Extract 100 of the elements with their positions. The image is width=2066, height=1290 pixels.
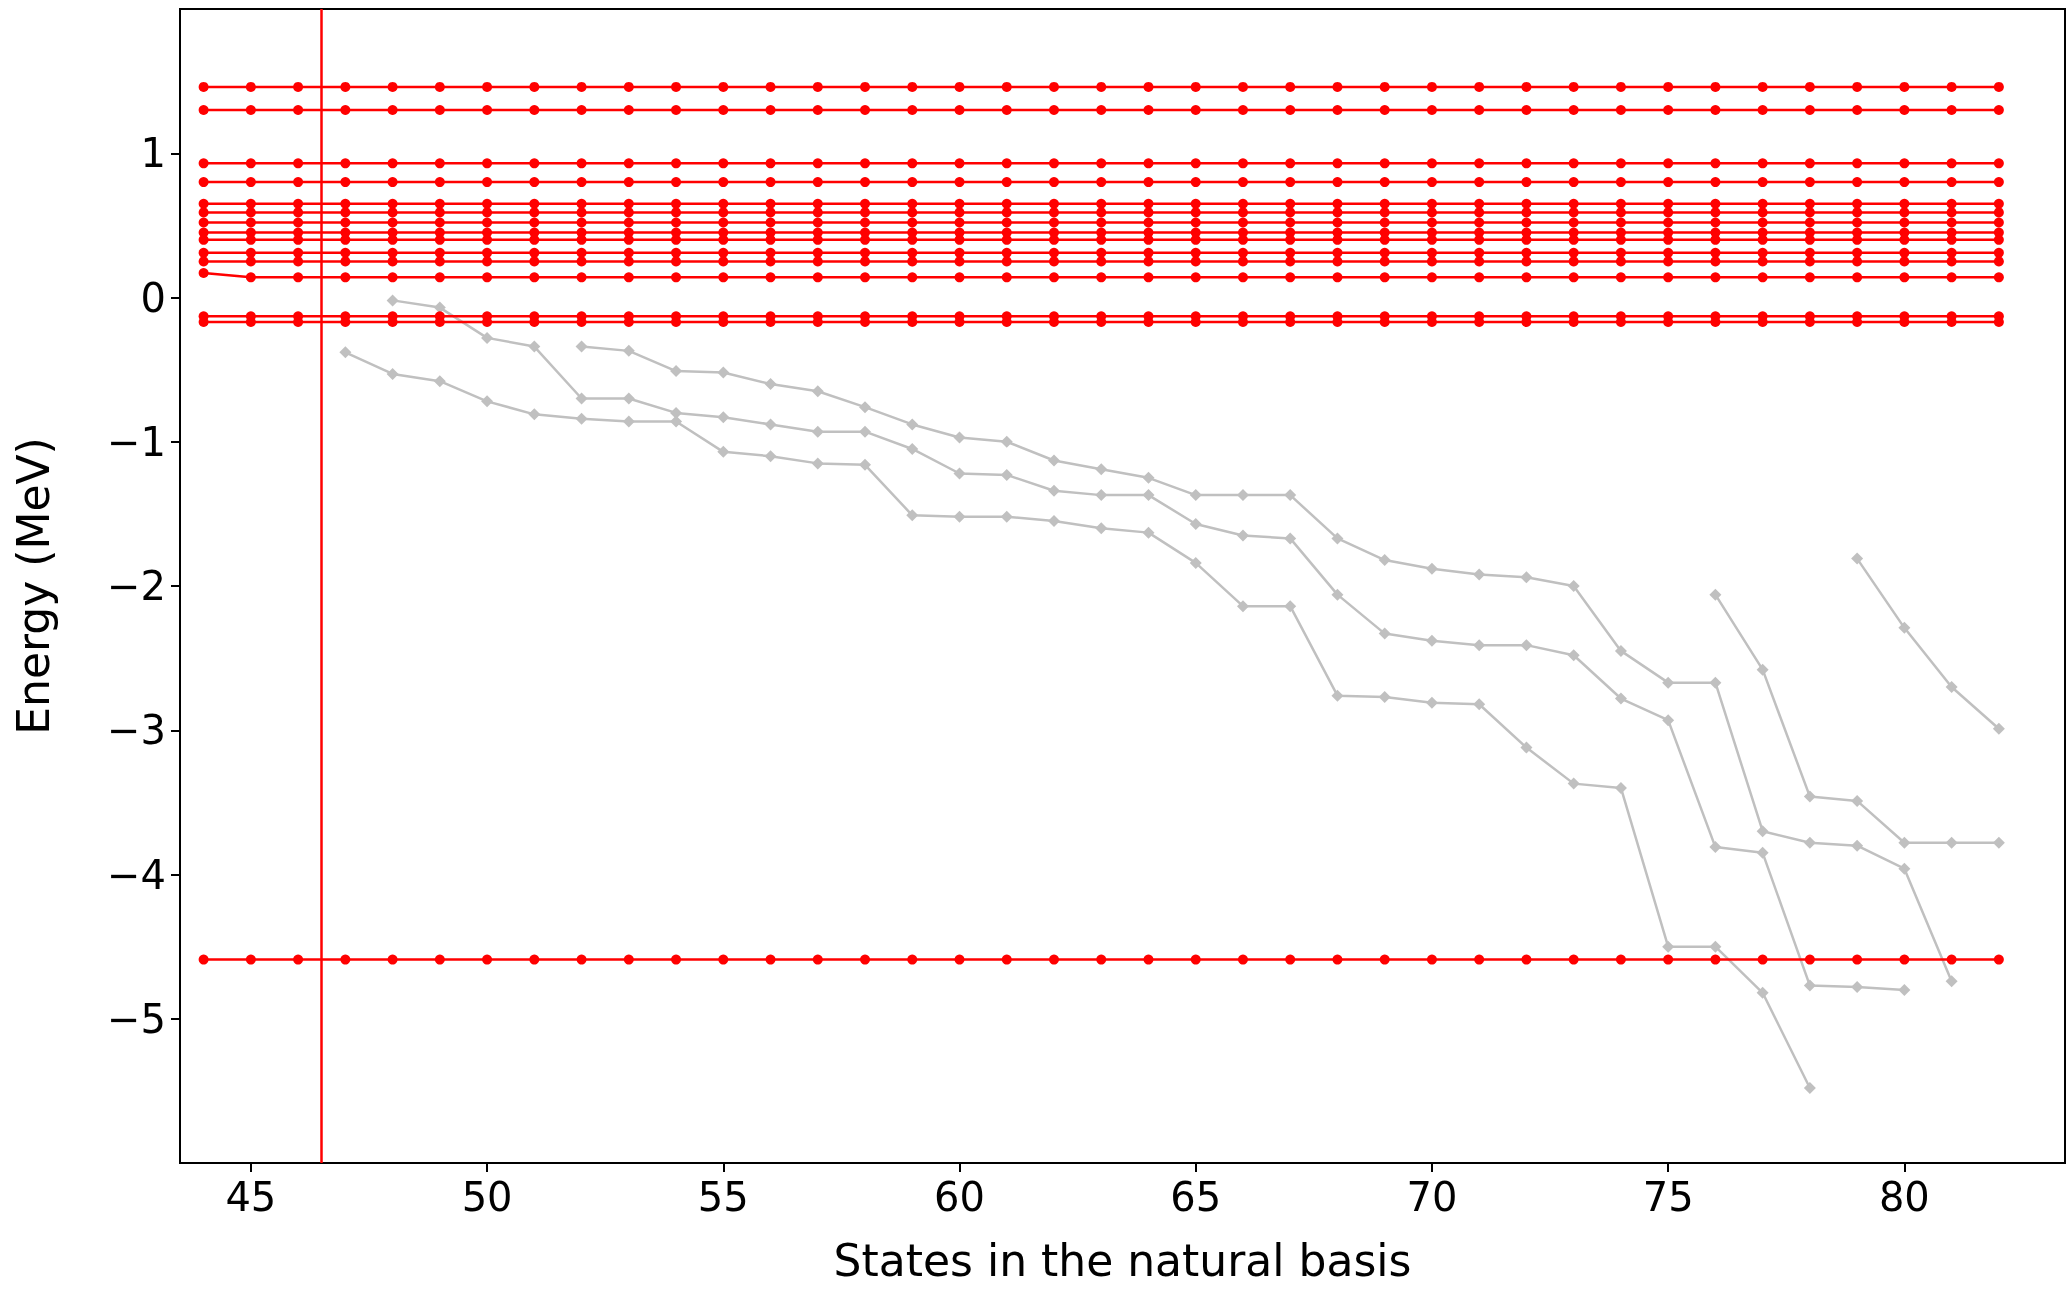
point: [293, 256, 304, 267]
point: [1000, 435, 1013, 448]
point: [671, 256, 682, 267]
point: [623, 81, 634, 92]
point: [1378, 554, 1391, 567]
point: [1379, 158, 1390, 169]
point: [1615, 177, 1626, 188]
point: [1520, 571, 1533, 584]
point: [482, 272, 493, 283]
point: [1426, 207, 1437, 218]
point: [1521, 272, 1532, 283]
point: [1331, 689, 1344, 702]
point: [340, 256, 351, 267]
point: [1237, 272, 1248, 283]
point: [1049, 158, 1059, 169]
point: [623, 256, 634, 267]
y-axis-title: Energy (MeV): [7, 437, 59, 735]
point: [387, 81, 398, 92]
point: [434, 247, 445, 258]
point: [1663, 217, 1674, 228]
point: [575, 412, 588, 425]
point: [1474, 177, 1485, 188]
point: [1663, 158, 1674, 169]
point: [576, 198, 587, 209]
point: [1852, 256, 1863, 267]
point: [1993, 256, 2004, 267]
point: [340, 207, 351, 218]
point: [1993, 954, 2004, 965]
point: [576, 954, 587, 965]
point: [1096, 256, 1107, 267]
point: [1852, 272, 1863, 283]
point: [340, 81, 351, 92]
point: [1096, 207, 1107, 218]
point: [1663, 81, 1674, 92]
point: [812, 198, 823, 209]
point: [1474, 247, 1485, 258]
point: [1095, 463, 1108, 476]
point: [1284, 600, 1297, 613]
point: [434, 198, 445, 209]
point: [954, 207, 965, 218]
point: [434, 81, 445, 92]
point: [1710, 104, 1721, 115]
point: [1757, 256, 1768, 267]
point: [1899, 104, 1910, 115]
point: [811, 425, 824, 438]
point: [1567, 580, 1580, 592]
point: [1284, 489, 1297, 502]
point: [954, 177, 965, 188]
point: [1993, 247, 2004, 258]
point: [1992, 722, 2005, 735]
point: [1001, 207, 1012, 218]
point: [671, 177, 682, 188]
point: [812, 207, 823, 218]
point: [1852, 158, 1863, 169]
point: [1804, 207, 1815, 218]
point: [1096, 104, 1107, 115]
point: [906, 418, 919, 431]
point: [1899, 217, 1910, 228]
point: [1710, 81, 1721, 92]
point: [1804, 104, 1815, 115]
point: [812, 954, 823, 965]
point: [1710, 158, 1721, 169]
point: [1379, 207, 1390, 218]
point: [1285, 217, 1296, 228]
point: [623, 247, 634, 258]
y-tick-label: −3: [107, 707, 166, 754]
point: [1615, 158, 1626, 169]
point: [1284, 532, 1297, 545]
point: [1001, 256, 1012, 267]
point: [1898, 983, 1911, 996]
point: [622, 415, 635, 428]
point: [860, 177, 871, 188]
point: [1049, 217, 1059, 228]
point: [1993, 217, 2004, 228]
point: [1285, 104, 1296, 115]
point: [1946, 177, 1957, 188]
point: [1190, 207, 1201, 218]
point: [198, 207, 209, 218]
point: [1189, 517, 1202, 530]
point: [340, 198, 351, 209]
point: [1474, 217, 1485, 228]
point: [1285, 954, 1296, 965]
point: [1048, 484, 1060, 497]
point: [1898, 836, 1911, 849]
point: [1757, 158, 1768, 169]
point: [340, 247, 351, 258]
point: [1143, 256, 1154, 267]
point: [1757, 272, 1768, 283]
point: [1332, 207, 1343, 218]
point: [1899, 954, 1910, 965]
point: [1285, 256, 1296, 267]
point: [1190, 158, 1201, 169]
point: [1663, 104, 1674, 115]
point: [764, 418, 777, 431]
point: [907, 247, 918, 258]
point: [1993, 104, 2004, 115]
point: [765, 247, 776, 258]
point: [245, 81, 256, 92]
point: [529, 198, 540, 209]
point: [293, 217, 304, 228]
